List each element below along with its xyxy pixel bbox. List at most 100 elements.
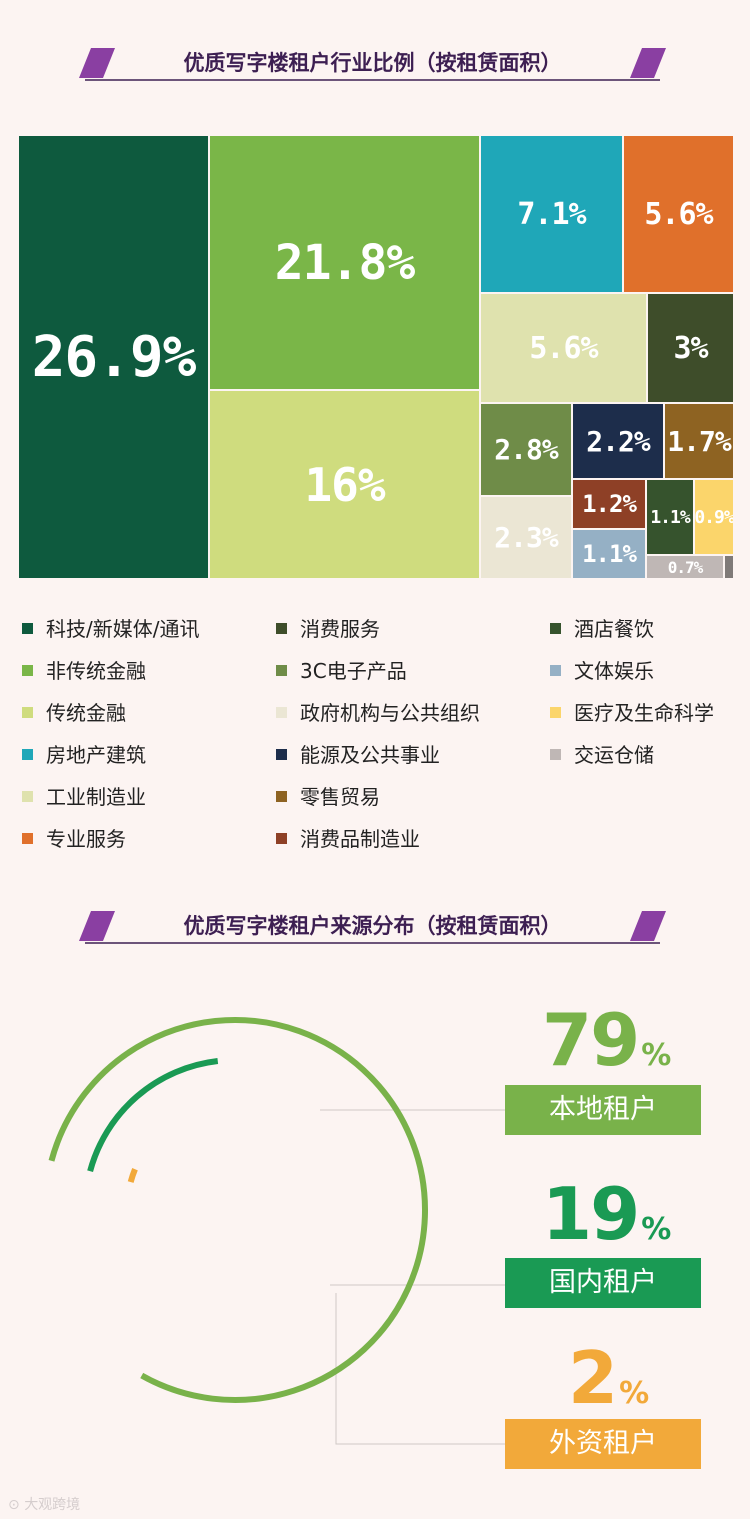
treemap-tile-label: 5.6% [644, 196, 713, 232]
legend-swatch [276, 833, 287, 844]
legend-label: 消费服务 [300, 617, 380, 641]
legend-swatch [550, 707, 561, 718]
legend-swatch [276, 623, 287, 634]
legend-label: 零售贸易 [300, 785, 380, 809]
treemap-tile-label: 0.9% [694, 506, 734, 528]
legend-item: 交运仓储 [550, 741, 654, 769]
source-value-number: 79 [542, 998, 640, 1082]
legend-item: 医疗及生命科学 [550, 699, 714, 727]
legend-item: 文体娱乐 [550, 657, 654, 685]
legend-swatch [276, 665, 287, 676]
treemap-tile: 1.2% [572, 479, 646, 529]
treemap-tile-label: 16% [304, 457, 385, 512]
treemap-tile-label: 1.1% [650, 506, 690, 528]
legend-item: 能源及公共事业 [276, 741, 440, 769]
legend-label: 房地产建筑 [46, 743, 146, 767]
legend-label: 交运仓储 [574, 743, 654, 767]
legend-swatch [276, 749, 287, 760]
legend-item: 房地产建筑 [22, 741, 146, 769]
treemap-tile: 1.7% [664, 403, 734, 479]
treemap-tile: 2.8% [480, 403, 572, 496]
treemap-tile: 2.2% [572, 403, 664, 479]
legend-swatch [550, 665, 561, 676]
section-banner-industry: 优质写字楼租户行业比例（按租赁面积） [75, 33, 670, 93]
industry-treemap: 26.9% 21.8% 16% 7.1% 5.6% 5.6% 3% 2.8% 2.3% 2.2% 1… [18, 135, 734, 579]
source-value-number: 2 [568, 1336, 618, 1420]
treemap-tile-label: 2.2% [586, 424, 650, 458]
treemap-tile-label: 7.1% [517, 196, 586, 232]
source-value-domestic: 19% [542, 1172, 671, 1256]
treemap-tile-label: 5.6% [529, 330, 598, 366]
treemap-tile [724, 555, 734, 579]
source-value-unit: % [641, 1212, 671, 1247]
watermark-text: 大观跨境 [24, 1497, 81, 1513]
section-title-industry: 优质写字楼租户行业比例（按租赁面积） [183, 51, 562, 75]
legend-label: 政府机构与公共组织 [300, 701, 480, 725]
source-value-foreign: 2% [568, 1336, 649, 1420]
source-value-number: 19 [542, 1172, 640, 1256]
legend-label: 专业服务 [46, 827, 126, 851]
treemap-tile: 2.3% [480, 496, 572, 579]
legend-label: 医疗及生命科学 [574, 701, 714, 725]
treemap-tile-label: 1.1% [582, 540, 637, 568]
banner-ribbon [79, 48, 666, 81]
treemap-tile-label: 1.7% [667, 424, 731, 458]
legend-label: 传统金融 [46, 701, 126, 725]
legend-label: 非传统金融 [46, 659, 146, 683]
treemap-tile: 0.7% [646, 555, 724, 579]
treemap-tile: 0.9% [694, 479, 734, 555]
treemap-tile: 21.8% [209, 135, 480, 390]
source-label-domestic: 国内租户 [505, 1258, 701, 1308]
section-title-source: 优质写字楼租户来源分布（按租赁面积） [183, 914, 562, 938]
legend-item: 3C电子产品 [276, 657, 407, 685]
source-value-unit: % [619, 1376, 649, 1411]
treemap-tile: 7.1% [480, 135, 623, 293]
treemap-tile-label: 2.3% [494, 521, 558, 554]
source-value-unit: % [641, 1038, 671, 1073]
treemap-tile: 1.1% [646, 479, 694, 555]
legend-item: 传统金融 [22, 699, 126, 727]
treemap-tile: 1.1% [572, 529, 646, 579]
legend-swatch [22, 707, 33, 718]
legend-item: 酒店餐饮 [550, 615, 654, 643]
legend-swatch [22, 665, 33, 676]
legend-label: 3C电子产品 [300, 659, 407, 683]
legend-label: 酒店餐饮 [574, 617, 654, 641]
treemap-tile: 5.6% [623, 135, 734, 293]
treemap-tile-label: 0.7% [667, 557, 704, 577]
radial-arc [48, 1017, 428, 1403]
legend-label: 文体娱乐 [574, 659, 654, 683]
source-label-foreign: 外资租户 [505, 1419, 701, 1469]
radial-arc [87, 1058, 219, 1172]
treemap-tile: 3% [647, 293, 734, 403]
treemap-tile-label: 1.2% [582, 490, 637, 518]
legend-label: 消费品制造业 [300, 827, 420, 851]
legend-swatch [276, 707, 287, 718]
source-radial-chart [48, 1017, 505, 1445]
legend-item: 工业制造业 [22, 783, 146, 811]
treemap-tile: 26.9% [18, 135, 209, 579]
connector-line [335, 1293, 505, 1445]
treemap-tile: 16% [209, 390, 480, 579]
source-value-local: 79% [542, 998, 671, 1082]
legend-swatch [550, 749, 561, 760]
legend-item: 政府机构与公共组织 [276, 699, 480, 727]
legend-label: 科技/新媒体/通讯 [46, 617, 200, 641]
treemap-tile-label: 26.9% [31, 324, 197, 390]
legend-item: 非传统金融 [22, 657, 146, 685]
treemap-tile-label: 21.8% [274, 234, 415, 291]
legend-swatch [22, 749, 33, 760]
source-label-local: 本地租户 [505, 1085, 701, 1135]
legend-swatch [22, 791, 33, 802]
legend-swatch [22, 623, 33, 634]
treemap-tile: 5.6% [480, 293, 647, 403]
legend-item: 科技/新媒体/通讯 [22, 615, 199, 643]
radial-arc [127, 1168, 138, 1183]
legend-swatch [550, 623, 561, 634]
section-banner-source: 优质写字楼租户来源分布（按租赁面积） [75, 896, 670, 956]
treemap-tile-label: 2.8% [494, 433, 558, 466]
legend-item: 零售贸易 [276, 783, 380, 811]
legend-item: 专业服务 [22, 825, 126, 853]
legend-item: 消费品制造业 [276, 825, 420, 853]
legend-label: 工业制造业 [46, 785, 146, 809]
